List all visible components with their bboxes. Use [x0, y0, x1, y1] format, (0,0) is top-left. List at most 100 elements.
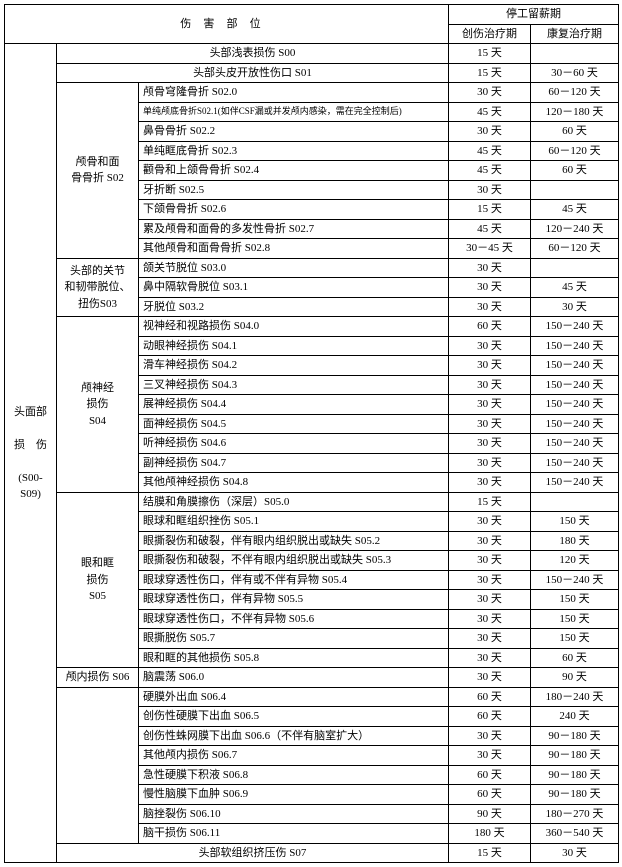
injury-period-cell: 30 天: [449, 258, 531, 278]
injury-period-cell: 30 天: [449, 453, 531, 473]
rehab-period-cell: [531, 44, 619, 64]
header-site: 伤害部位: [5, 5, 449, 44]
rehab-period-cell: 120－240 天: [531, 219, 619, 239]
rehab-period-cell: 60－120 天: [531, 83, 619, 103]
desc-cell: 副神经损伤 S04.7: [139, 453, 449, 473]
rehab-period-cell: 150 天: [531, 609, 619, 629]
table-row: 头部头皮开放性伤口 S0115 天30－60 天: [5, 63, 619, 83]
desc-cell: 滑车神经损伤 S04.2: [139, 356, 449, 376]
desc-cell: 头部浅表损伤 S00: [57, 44, 449, 64]
desc-cell: 颅骨穹隆骨折 S02.0: [139, 83, 449, 103]
desc-cell: 创伤性硬膜下出血 S06.5: [139, 707, 449, 727]
table-row: 头面部 损 伤 (S00- S09)头部浅表损伤 S0015 天: [5, 44, 619, 64]
desc-cell: 下颌骨骨折 S02.6: [139, 200, 449, 220]
header-rehab-period: 康复治疗期: [531, 24, 619, 44]
desc-cell: 听神经损伤 S04.6: [139, 434, 449, 454]
rehab-period-cell: 90－180 天: [531, 785, 619, 805]
injury-period-cell: 45 天: [449, 219, 531, 239]
injury-period-cell: 30 天: [449, 590, 531, 610]
injury-leave-table: 伤害部位 停工留薪期 创伤治疗期 康复治疗期 头面部 损 伤 (S00- S09…: [4, 4, 619, 863]
injury-period-cell: 30 天: [449, 512, 531, 532]
injury-period-cell: 60 天: [449, 317, 531, 337]
desc-cell: 单纯颅底骨折S02.1(如伴CSF漏或并发颅内感染，需在完全控制后): [139, 102, 449, 122]
table-row: 头部软组织挤压伤 S0715 天30 天: [5, 843, 619, 863]
table-body: 头面部 损 伤 (S00- S09)头部浅表损伤 S0015 天头部头皮开放性伤…: [5, 44, 619, 863]
injury-period-cell: 45 天: [449, 141, 531, 161]
injury-period-cell: 30 天: [449, 356, 531, 376]
rehab-period-cell: 150－240 天: [531, 395, 619, 415]
rehab-period-cell: 45 天: [531, 200, 619, 220]
header-leave: 停工留薪期: [449, 5, 619, 25]
desc-cell: 展神经损伤 S04.4: [139, 395, 449, 415]
injury-period-cell: 45 天: [449, 102, 531, 122]
desc-cell: 硬膜外出血 S06.4: [139, 687, 449, 707]
sub-site-cell: 颅骨和面 骨骨折 S02: [57, 83, 139, 259]
rehab-period-cell: 60 天: [531, 161, 619, 181]
table-header: 伤害部位 停工留薪期 创伤治疗期 康复治疗期: [5, 5, 619, 44]
desc-cell: 结膜和角膜擦伤（深层）S05.0: [139, 492, 449, 512]
desc-cell: 其他颅骨和面骨骨折 S02.8: [139, 239, 449, 259]
injury-period-cell: 30 天: [449, 297, 531, 317]
injury-period-cell: 30 天: [449, 473, 531, 493]
table-row: 头部的关节 和韧带脱位、 扭伤S03颌关节脱位 S03.030 天: [5, 258, 619, 278]
rehab-period-cell: 90－180 天: [531, 746, 619, 766]
desc-cell: 牙脱位 S03.2: [139, 297, 449, 317]
rehab-period-cell: 90－180 天: [531, 726, 619, 746]
desc-cell: 眼撕裂伤和破裂，不伴有眼内组织脱出或缺失 S05.3: [139, 551, 449, 571]
injury-period-cell: 90 天: [449, 804, 531, 824]
desc-cell: 眼球穿透性伤口，伴有或不伴有异物 S05.4: [139, 570, 449, 590]
rehab-period-cell: 150－240 天: [531, 570, 619, 590]
rehab-period-cell: 150－240 天: [531, 473, 619, 493]
injury-period-cell: 30 天: [449, 746, 531, 766]
injury-period-cell: 30 天: [449, 668, 531, 688]
injury-period-cell: 30 天: [449, 570, 531, 590]
sub-site-cell: 颅神经 损伤 S04: [57, 317, 139, 493]
rehab-period-cell: 180－240 天: [531, 687, 619, 707]
rehab-period-cell: 150－240 天: [531, 434, 619, 454]
desc-cell: 鼻骨骨折 S02.2: [139, 122, 449, 142]
rehab-period-cell: 45 天: [531, 278, 619, 298]
rehab-period-cell: 150 天: [531, 512, 619, 532]
desc-cell: 动眼神经损伤 S04.1: [139, 336, 449, 356]
desc-cell: 脑震荡 S06.0: [139, 668, 449, 688]
table-row: 眼和眶 损伤 S05结膜和角膜擦伤（深层）S05.015 天: [5, 492, 619, 512]
desc-cell: 牙折断 S02.5: [139, 180, 449, 200]
injury-period-cell: 180 天: [449, 824, 531, 844]
rehab-period-cell: 60 天: [531, 122, 619, 142]
table-row: 颅内损伤 S06脑震荡 S06.030 天90 天: [5, 668, 619, 688]
desc-cell: 其他颅内损伤 S06.7: [139, 746, 449, 766]
injury-period-cell: 30 天: [449, 278, 531, 298]
rehab-period-cell: 150 天: [531, 629, 619, 649]
injury-period-cell: 15 天: [449, 843, 531, 863]
desc-cell: 眼撕裂伤和破裂，伴有眼内组织脱出或缺失 S05.2: [139, 531, 449, 551]
rehab-period-cell: 30 天: [531, 843, 619, 863]
table-row: 硬膜外出血 S06.460 天180－240 天: [5, 687, 619, 707]
desc-cell: 视神经和视路损伤 S04.0: [139, 317, 449, 337]
rehab-period-cell: 180－270 天: [531, 804, 619, 824]
desc-cell: 面神经损伤 S04.5: [139, 414, 449, 434]
rehab-period-cell: 150－240 天: [531, 356, 619, 376]
injury-period-cell: 60 天: [449, 687, 531, 707]
injury-period-cell: 30 天: [449, 122, 531, 142]
injury-period-cell: 15 天: [449, 63, 531, 83]
desc-cell: 三叉神经损伤 S04.3: [139, 375, 449, 395]
injury-period-cell: 30 天: [449, 83, 531, 103]
rehab-period-cell: 240 天: [531, 707, 619, 727]
injury-period-cell: 30 天: [449, 414, 531, 434]
injury-period-cell: 30 天: [449, 531, 531, 551]
injury-period-cell: 60 天: [449, 785, 531, 805]
rehab-period-cell: 150－240 天: [531, 317, 619, 337]
desc-cell: 脑挫裂伤 S06.10: [139, 804, 449, 824]
rehab-period-cell: 60－120 天: [531, 141, 619, 161]
injury-period-cell: 30 天: [449, 434, 531, 454]
desc-cell: 鼻中隔软骨脱位 S03.1: [139, 278, 449, 298]
rehab-period-cell: [531, 258, 619, 278]
rehab-period-cell: 30 天: [531, 297, 619, 317]
desc-cell: 慢性脑膜下血肿 S06.9: [139, 785, 449, 805]
rehab-period-cell: 90－180 天: [531, 765, 619, 785]
rehab-period-cell: 150 天: [531, 590, 619, 610]
injury-period-cell: 30 天: [449, 336, 531, 356]
sub-site-cell: [57, 687, 139, 843]
rehab-period-cell: 180 天: [531, 531, 619, 551]
rehab-period-cell: 120－180 天: [531, 102, 619, 122]
